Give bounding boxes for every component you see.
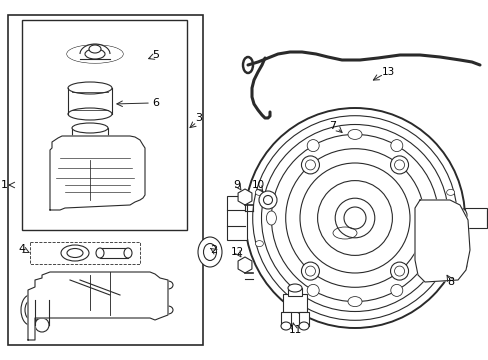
Circle shape	[343, 207, 365, 229]
Circle shape	[452, 258, 466, 272]
Circle shape	[259, 191, 276, 209]
Bar	[100, 248, 128, 258]
Circle shape	[417, 208, 431, 222]
Circle shape	[452, 208, 466, 222]
Bar	[298, 312, 308, 326]
Circle shape	[390, 284, 402, 296]
Ellipse shape	[148, 280, 162, 290]
Bar	[8, 15, 203, 345]
Ellipse shape	[124, 248, 132, 258]
Bar	[226, 196, 246, 240]
Text: 4: 4	[19, 244, 25, 254]
Circle shape	[306, 140, 319, 152]
Ellipse shape	[72, 123, 108, 133]
Text: 5: 5	[152, 50, 159, 60]
Circle shape	[301, 262, 319, 280]
Text: 8: 8	[447, 277, 454, 287]
Circle shape	[263, 195, 272, 204]
Circle shape	[306, 284, 319, 296]
Ellipse shape	[72, 151, 108, 161]
Ellipse shape	[446, 240, 454, 247]
Circle shape	[334, 198, 374, 238]
Circle shape	[417, 258, 431, 272]
Ellipse shape	[203, 243, 216, 261]
Bar	[486, 210, 488, 226]
Circle shape	[244, 108, 464, 328]
Ellipse shape	[25, 301, 35, 319]
Ellipse shape	[163, 281, 173, 289]
Circle shape	[252, 116, 456, 320]
Ellipse shape	[243, 57, 252, 73]
Ellipse shape	[266, 211, 276, 225]
Ellipse shape	[85, 49, 105, 59]
Ellipse shape	[35, 290, 49, 310]
Circle shape	[261, 125, 447, 311]
Text: 10: 10	[251, 180, 264, 190]
Ellipse shape	[255, 189, 263, 195]
Circle shape	[394, 266, 404, 276]
Circle shape	[317, 181, 391, 255]
Ellipse shape	[68, 82, 112, 94]
Text: 7: 7	[329, 121, 336, 131]
Ellipse shape	[347, 129, 361, 139]
Bar	[287, 288, 302, 296]
Circle shape	[299, 163, 409, 273]
Text: 12: 12	[230, 247, 243, 257]
Bar	[72, 128, 108, 156]
Text: 3: 3	[195, 113, 202, 123]
Bar	[281, 312, 290, 326]
Ellipse shape	[67, 248, 83, 257]
Text: 11: 11	[288, 325, 301, 335]
Ellipse shape	[255, 240, 263, 247]
Ellipse shape	[347, 297, 361, 307]
Circle shape	[390, 140, 402, 152]
Ellipse shape	[61, 245, 89, 261]
Ellipse shape	[163, 306, 173, 314]
Ellipse shape	[148, 305, 162, 315]
Ellipse shape	[67, 45, 123, 63]
Circle shape	[428, 226, 456, 254]
Ellipse shape	[298, 322, 308, 330]
Text: 1: 1	[0, 180, 7, 190]
Ellipse shape	[68, 108, 112, 120]
Ellipse shape	[446, 189, 454, 195]
Circle shape	[301, 156, 319, 174]
Ellipse shape	[21, 295, 39, 325]
Bar	[464, 208, 486, 228]
Text: 2: 2	[210, 245, 217, 255]
Circle shape	[285, 149, 424, 287]
Circle shape	[271, 134, 438, 302]
Circle shape	[305, 266, 315, 276]
Ellipse shape	[281, 322, 290, 330]
Circle shape	[305, 160, 315, 170]
Ellipse shape	[287, 284, 302, 292]
Circle shape	[390, 156, 407, 174]
Ellipse shape	[89, 45, 101, 53]
Polygon shape	[414, 200, 469, 282]
Ellipse shape	[96, 248, 104, 258]
Ellipse shape	[433, 211, 443, 225]
Bar	[22, 20, 186, 230]
Bar	[283, 294, 306, 312]
Polygon shape	[28, 272, 168, 340]
Text: 13: 13	[381, 67, 394, 77]
Ellipse shape	[67, 45, 123, 63]
Ellipse shape	[35, 318, 49, 332]
Ellipse shape	[198, 237, 222, 267]
Polygon shape	[50, 136, 145, 210]
Text: 9: 9	[233, 180, 240, 190]
Circle shape	[394, 160, 404, 170]
Text: 6: 6	[152, 98, 159, 108]
Circle shape	[390, 262, 407, 280]
Bar	[30, 242, 140, 264]
Circle shape	[434, 232, 450, 248]
